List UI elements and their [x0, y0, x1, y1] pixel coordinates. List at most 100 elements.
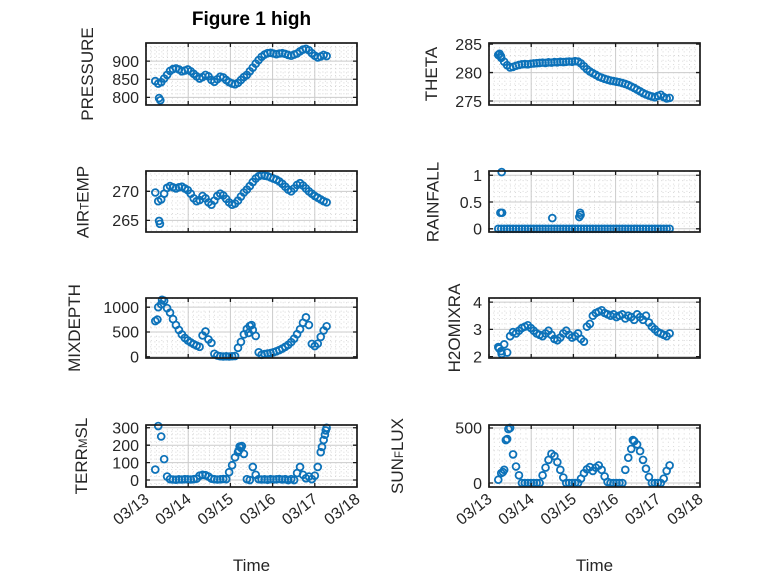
svg-text:03/13: 03/13: [453, 491, 495, 529]
subplot-mixdepth: 0 500 1000: [103, 295, 358, 367]
subplot-terr-msl: 0 100 200 300 03/13 03/14 03/15 03/16 03/17 03/18: [110, 421, 363, 529]
svg-text:03/16: 03/16: [237, 491, 279, 529]
svg-text:500: 500: [455, 421, 482, 438]
y-axis-label-sub: M: [78, 438, 91, 449]
y-axis-label-text: H2OMIXRA: [445, 283, 464, 373]
y-axis-label-h2omixra: H2OMIXRA: [445, 284, 465, 373]
svg-text:285: 285: [455, 37, 482, 54]
svg-text:1000: 1000: [103, 300, 139, 317]
svg-text:03/16: 03/16: [580, 491, 622, 529]
plot-box: [488, 424, 701, 488]
subplot-theta: 275 280 285: [455, 37, 701, 111]
svg-text:270: 270: [112, 184, 139, 201]
scatter-markers: [150, 421, 331, 485]
axis-ticks: [145, 298, 358, 358]
y-axis-label-theta: THETA: [422, 43, 442, 105]
axis-ticks: [488, 298, 701, 358]
grid-minor: [146, 425, 357, 488]
plot-box: [145, 424, 358, 488]
y-axis-label-post: SL: [72, 417, 91, 439]
figure-title: Figure 1 high: [191, 9, 312, 30]
svg-text:0: 0: [473, 476, 482, 493]
svg-text:1: 1: [473, 168, 482, 185]
axis-ticks: [145, 425, 358, 487]
y-axis-label-sun-flux: SUN F LUX: [388, 418, 408, 494]
y-tick-labels: 0 500: [455, 421, 482, 493]
svg-text:03/15: 03/15: [195, 491, 237, 529]
grid-minor: [146, 171, 357, 233]
svg-text:2: 2: [473, 349, 482, 366]
air_temp-plot-area: 265 270: [112, 170, 358, 233]
y-tick-labels: 2 3 4: [473, 295, 482, 367]
y-axis-label-post: LUX: [388, 417, 407, 452]
rainfall-plot-area: 00.51: [460, 167, 701, 239]
scatter-markers: [493, 49, 674, 103]
svg-text:03/18: 03/18: [664, 491, 706, 529]
theta-plot-area: 275 280 285: [455, 37, 701, 111]
axis-ticks: [488, 171, 701, 232]
subplot-sun-flux: 0 500 03/13 03/14 03/15 03/16 03/17 03/18: [453, 421, 706, 529]
y-axis-label-air-temp: AIR T EMP: [74, 165, 94, 237]
svg-text:03/14: 03/14: [153, 491, 195, 529]
x-tick-labels: 03/13 03/14 03/15 03/16 03/17 03/18: [453, 491, 706, 529]
y-axis-label-rainfall: RAINFALL: [423, 161, 443, 241]
svg-text:03/13: 03/13: [110, 491, 152, 529]
y-axis-label-text: RAINFALL: [423, 161, 442, 242]
y-axis-label-text: TERR: [72, 448, 91, 495]
grid-major: [489, 43, 700, 105]
sun_flux-plot-area: 0 500 03/13 03/14 03/15 03/16 03/17 03/18: [453, 421, 706, 529]
svg-text:300: 300: [112, 421, 139, 438]
svg-text:200: 200: [112, 438, 139, 455]
plot-box: [488, 297, 701, 359]
svg-text:03/17: 03/17: [279, 491, 321, 529]
y-axis-label-text: THETA: [422, 46, 441, 102]
h2omixra-plot-area: 2 3 4: [473, 295, 701, 366]
svg-text:900: 900: [112, 54, 139, 71]
y-axis-label-sub: T: [79, 202, 92, 210]
y-axis-label-pressure: PRESSURE: [78, 27, 98, 121]
y-axis-label-text: MIXDEPTH: [65, 284, 84, 372]
axis-ticks: [145, 43, 358, 105]
scatter-markers: [150, 170, 331, 229]
axis-ticks: [488, 425, 701, 487]
y-axis-label-text: PRESSURE: [78, 27, 97, 121]
svg-text:0: 0: [130, 350, 139, 367]
subplot-pressure: 800 850 900: [112, 42, 358, 107]
subplot-air-temp: 265 270: [112, 170, 358, 233]
x-tick-labels: 03/13 03/14 03/15 03/16 03/17 03/18: [110, 491, 363, 529]
y-tick-labels: 275 280 285: [455, 37, 482, 111]
svg-text:03/14: 03/14: [496, 491, 538, 529]
svg-text:280: 280: [455, 65, 482, 82]
y-tick-labels: 00.51: [460, 168, 482, 239]
y-axis-label-sub: F: [394, 451, 407, 459]
svg-text:800: 800: [112, 90, 139, 107]
svg-text:03/17: 03/17: [622, 491, 664, 529]
grid-major: [489, 425, 700, 487]
svg-text:03/15: 03/15: [538, 491, 580, 529]
plot-box: [145, 42, 358, 106]
y-axis-label-text: SUN: [388, 458, 407, 495]
plot-box: [145, 297, 358, 359]
x-axis-label-right: Time: [575, 556, 614, 575]
axis-ticks: [488, 43, 701, 105]
svg-text:275: 275: [455, 94, 482, 111]
scatter-markers: [150, 44, 331, 105]
svg-text:100: 100: [112, 455, 139, 472]
svg-text:0: 0: [473, 222, 482, 239]
y-tick-labels: 0 500 1000: [103, 300, 139, 367]
y-axis-label-mixdepth: MIXDEPTH: [65, 284, 85, 372]
grid-major: [146, 425, 357, 487]
axis-ticks: [145, 171, 358, 232]
plot-box: [145, 170, 358, 233]
svg-text:0: 0: [130, 473, 139, 490]
y-tick-labels: 265 270: [112, 184, 139, 230]
grid-major: [146, 298, 357, 358]
svg-text:4: 4: [473, 295, 482, 312]
y-axis-label-text: AIR: [73, 209, 93, 238]
svg-text:0.5: 0.5: [460, 195, 482, 212]
